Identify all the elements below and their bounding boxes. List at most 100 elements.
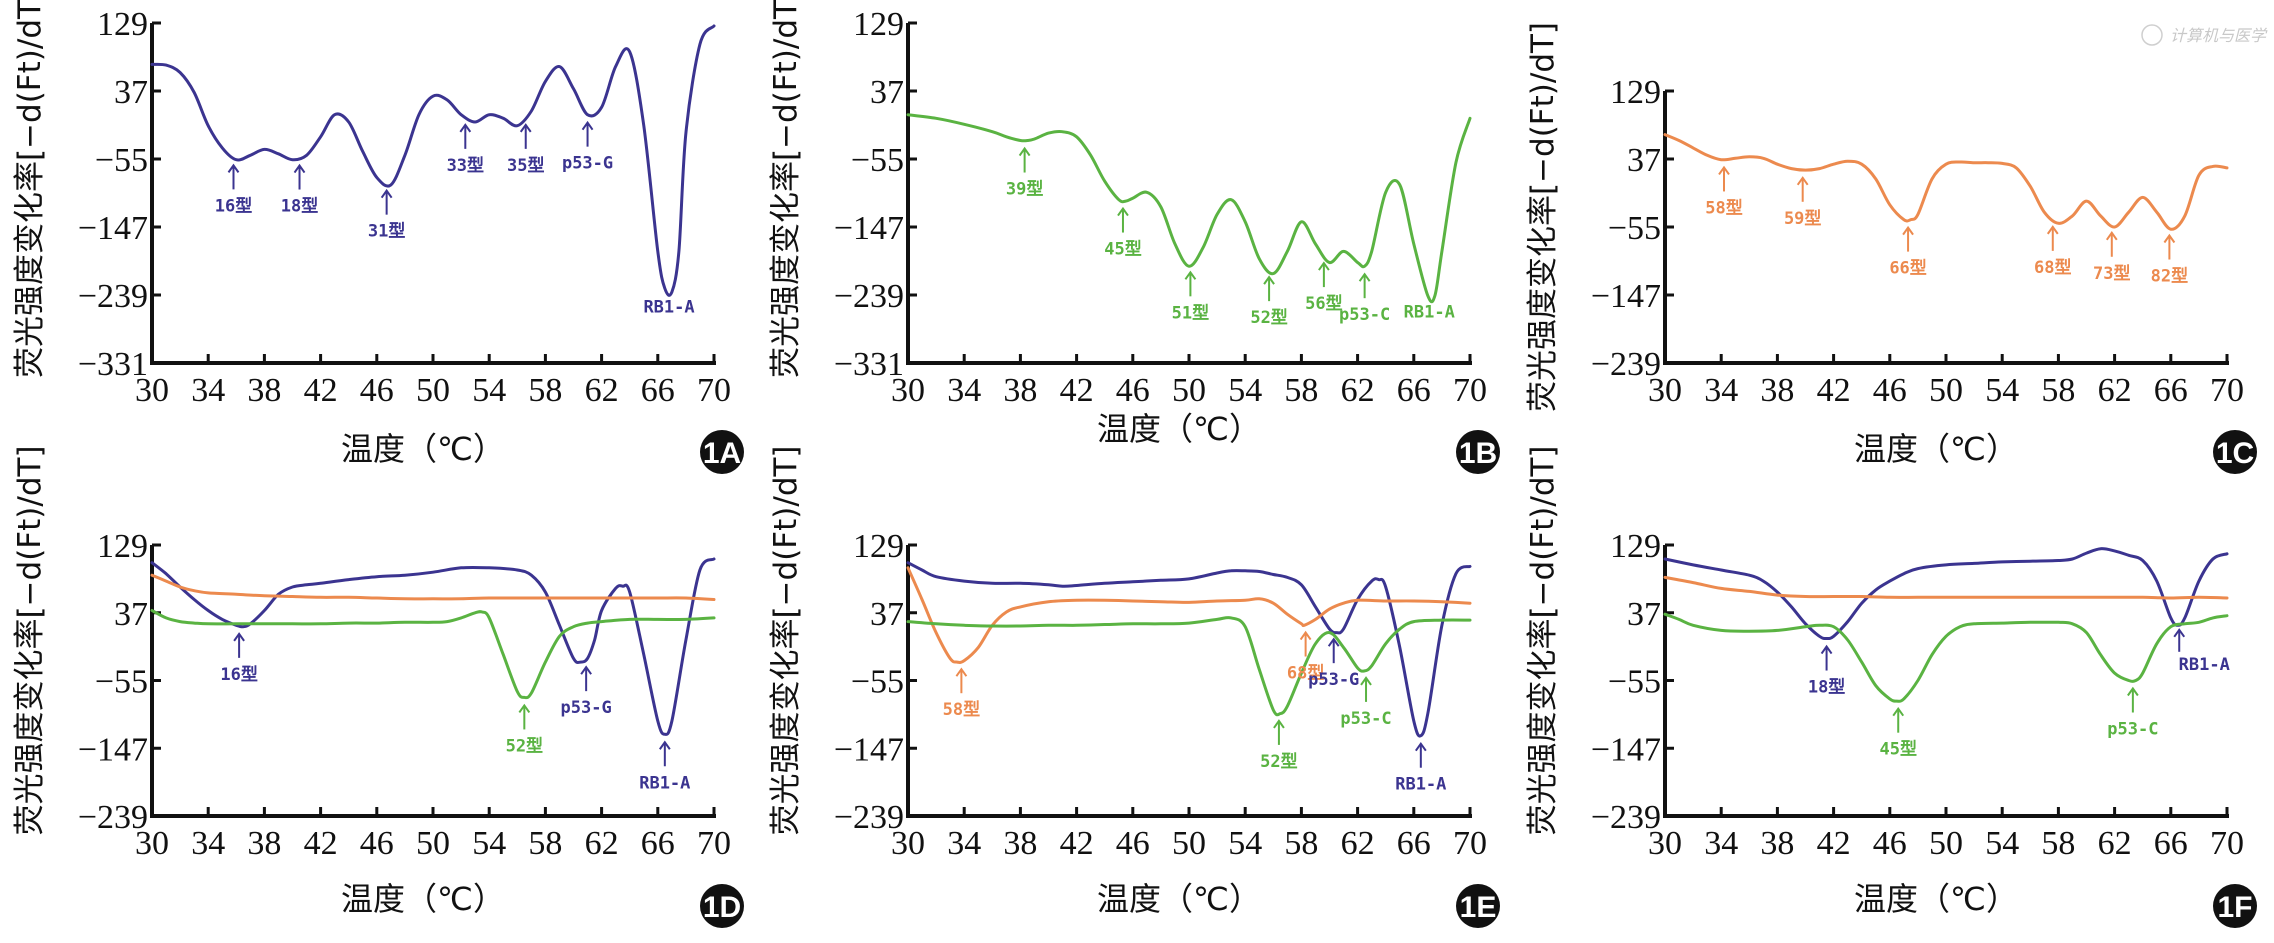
x-tick-label: 66	[1397, 825, 1431, 862]
y-tick-label: 129	[97, 528, 148, 565]
x-tick-label: 58	[528, 372, 562, 409]
arrowhead	[1117, 206, 1129, 217]
peak-annotation: 45型	[1879, 706, 1917, 760]
arrowhead	[380, 188, 393, 199]
peak-label: p53-C	[1339, 305, 1390, 325]
peak-label: 51型	[1172, 302, 1209, 323]
y-tick-label: −55	[1608, 664, 1661, 701]
peak-annotation: 51型	[1172, 270, 1209, 323]
peak-label: 58型	[943, 699, 980, 720]
peak-annotation: 39型	[1006, 146, 1043, 200]
x-tick-label: 38	[1003, 825, 1037, 862]
badge-label: 1F	[2217, 891, 2252, 924]
peak-annotation: p53-G	[561, 665, 612, 718]
peak-label: 56型	[1305, 293, 1342, 314]
x-tick-label: 54	[472, 825, 506, 862]
x-tick-label: 66	[641, 825, 675, 862]
series-line-green	[1663, 612, 2229, 703]
peak-annotation: 56型	[1305, 261, 1343, 314]
y-tick-label: 129	[1610, 74, 1661, 111]
x-tick-label: 58	[2041, 372, 2075, 409]
journal-logo-icon	[2141, 24, 2163, 46]
series-line-blue	[1663, 547, 2229, 641]
x-tick-label: 54	[472, 372, 506, 409]
y-tick-label: −239	[834, 799, 904, 836]
arrowhead	[1360, 676, 1372, 686]
x-tick-label: 30	[135, 825, 169, 862]
x-tick-label: 62	[585, 825, 619, 862]
x-tick-label: 58	[1284, 825, 1318, 862]
peak-label: p53-G	[561, 698, 612, 718]
y-tick-label: 37	[1627, 596, 1661, 633]
x-tick-label: 62	[2098, 372, 2132, 409]
x-axis-title: 温度（℃）	[341, 430, 505, 468]
x-tick-label: 58	[528, 825, 562, 862]
x-tick-label: 70	[2210, 825, 2244, 862]
series-line-orange	[150, 573, 716, 601]
badge-circle	[1456, 430, 1500, 474]
x-tick-label: 54	[1228, 825, 1262, 862]
peak-annotation: 18型	[1808, 644, 1845, 698]
peak-label: RB1-A	[2179, 655, 2230, 675]
peak-label: 82型	[2151, 266, 2188, 287]
x-tick-label: 46	[1116, 372, 1150, 409]
x-tick-label: 50	[1172, 825, 1206, 862]
peak-label: 58型	[1705, 197, 1742, 218]
x-tick-label: 38	[1760, 825, 1794, 862]
x-tick-label: 38	[247, 825, 281, 862]
peak-label: 18型	[1808, 677, 1845, 698]
x-tick-label: 70	[1453, 825, 1487, 862]
peak-label: p53-C	[2107, 720, 2158, 740]
peak-annotation: p53-C	[2107, 686, 2158, 740]
peak-annotation: 68型	[1287, 630, 1324, 684]
x-tick-label: 62	[585, 372, 619, 409]
arrowhead	[581, 120, 594, 131]
peak-annotation: 35型	[507, 123, 544, 176]
y-tick-label: 129	[853, 528, 904, 565]
panel-badge: 1A	[700, 430, 744, 474]
peak-annotation: RB1-A	[2173, 628, 2230, 675]
peak-label: RB1-A	[639, 773, 690, 793]
peak-annotation: 66型	[1889, 225, 1927, 279]
series-line-blue	[906, 561, 1472, 738]
x-tick-label: 34	[947, 372, 981, 409]
y-axis-title: 荧光强度变化率[−d(Ft)/dT]	[12, 445, 48, 835]
peak-label: 16型	[220, 664, 257, 685]
panel-1e: 30 34 38 42 46 50 54 58 62 66 70 129 37 −55 −147 −239 荧光…	[768, 445, 1500, 928]
x-tick-label: 34	[191, 825, 225, 862]
peak-annotation: 16型	[220, 632, 258, 685]
arrowhead	[233, 632, 245, 642]
peak-label: 33型	[447, 155, 484, 176]
x-tick-label: 30	[1648, 372, 1682, 409]
peak-label: 66型	[1889, 258, 1926, 279]
x-tick-label: 70	[697, 372, 731, 409]
peak-annotation: p53-G	[1308, 637, 1359, 690]
series-line-orange	[1663, 575, 2229, 600]
arrowhead	[1273, 719, 1285, 729]
watermark-text: 计算机与医学	[2170, 26, 2268, 45]
arrowhead	[1892, 706, 1905, 717]
arrowhead	[2127, 686, 2139, 697]
y-tick-label: −239	[1591, 346, 1661, 383]
peak-annotation: 45型	[1104, 206, 1142, 260]
x-tick-label: 38	[1003, 372, 1037, 409]
series-line-orange	[906, 566, 1472, 664]
y-tick-label: −55	[851, 142, 904, 179]
y-tick-label: −55	[95, 142, 148, 179]
peak-label: 45型	[1879, 739, 1916, 760]
arrowhead	[2163, 233, 2176, 244]
x-tick-label: 50	[1172, 372, 1206, 409]
y-tick-label: −55	[851, 664, 904, 701]
y-tick-label: 37	[870, 74, 904, 111]
badge-label: 1D	[703, 891, 741, 924]
series-line-orange	[1663, 133, 2229, 231]
x-tick-label: 50	[1929, 372, 1963, 409]
y-tick-label: −147	[1591, 278, 1661, 315]
peak-label: 52型	[1260, 751, 1297, 772]
panel-badge: 1D	[700, 884, 744, 928]
peak-label: 73型	[2093, 263, 2130, 284]
peak-label: p53-G	[562, 154, 613, 174]
x-tick-label: 66	[1397, 372, 1431, 409]
badge-label: 1B	[1459, 437, 1497, 470]
y-tick-label: 37	[1627, 142, 1661, 179]
